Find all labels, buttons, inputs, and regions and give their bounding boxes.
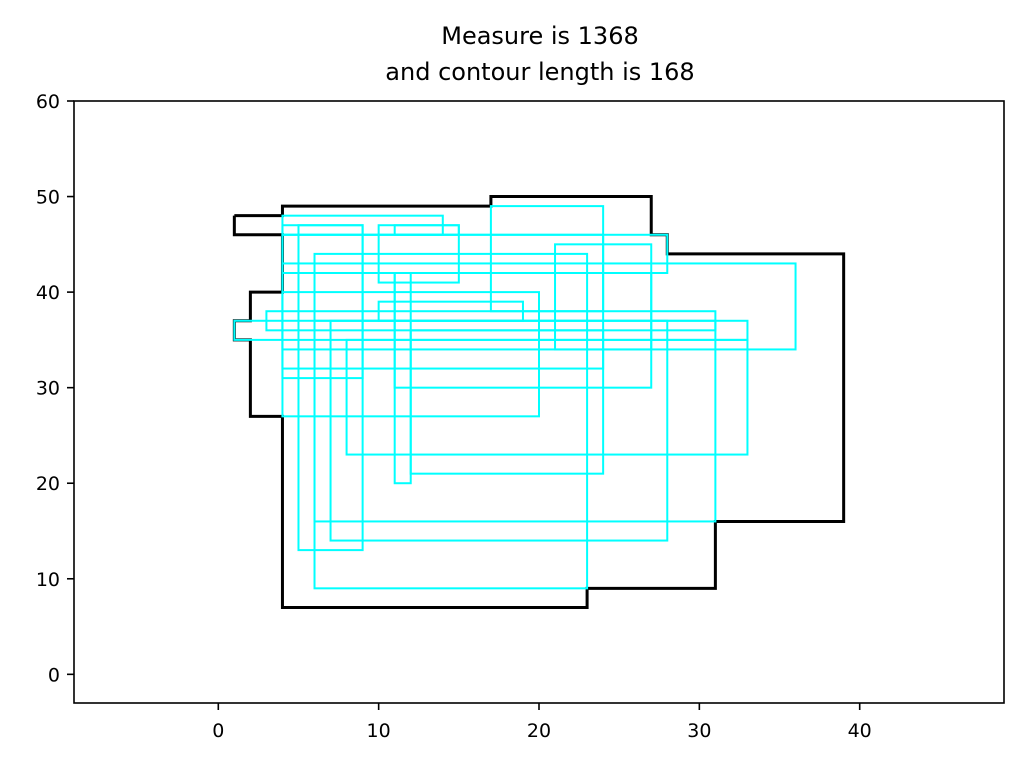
- rectangle-21: [409, 329, 605, 475]
- y-tick-label: 30: [36, 378, 60, 400]
- y-tick-label: 20: [36, 473, 60, 495]
- chart-title-line-2: and contour length is 168: [385, 58, 694, 86]
- rectangle-22: [345, 338, 749, 456]
- y-tick-label: 40: [36, 282, 60, 304]
- y-tick-label: 10: [36, 569, 60, 591]
- x-tick-label: 30: [687, 720, 711, 742]
- plot-area: [232, 195, 846, 609]
- rectangle-20: [313, 319, 717, 523]
- chart-title-line-1: Measure is 1368: [441, 22, 639, 50]
- y-tick-label: 50: [36, 187, 60, 209]
- y-tick-label: 0: [48, 664, 60, 686]
- x-tick-label: 0: [212, 720, 224, 742]
- rectangle-3: [297, 224, 364, 552]
- axes: 0 10 20 30 40 0 10 20 30 40 50 60: [36, 91, 1005, 742]
- x-tick-label: 40: [848, 720, 872, 742]
- x-tick-label: 10: [367, 720, 391, 742]
- x-tick-label: 20: [527, 720, 551, 742]
- y-tick-label: 60: [36, 91, 60, 113]
